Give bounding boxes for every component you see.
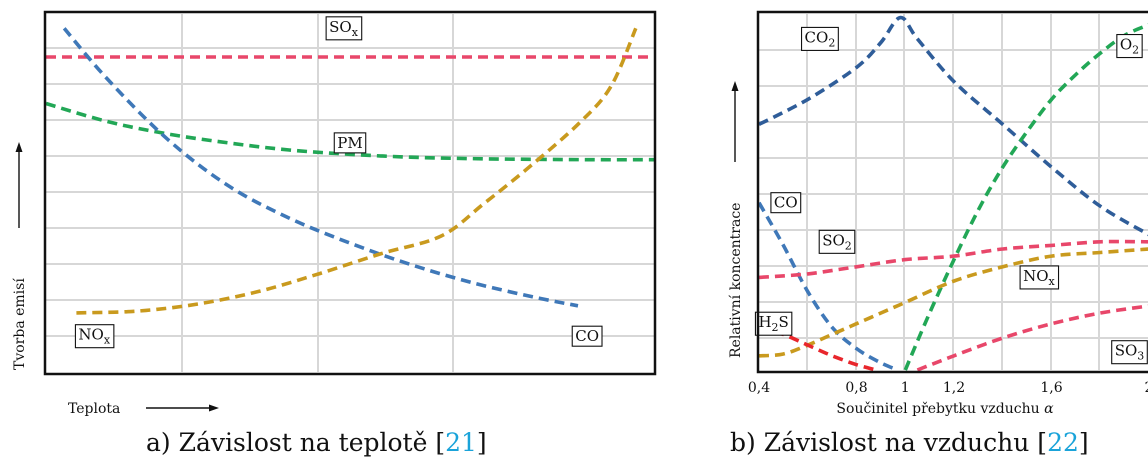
chart-a-series-nox	[76, 27, 638, 315]
chart-b-caption: b) Závislost na vzduchu [22]	[730, 428, 1089, 457]
chart-b-x-tick-1-6: 1,6	[1040, 380, 1062, 396]
chart-a-series-pm	[45, 101, 655, 162]
chart-a-annotation-nox-box	[74, 324, 115, 349]
chart-b-annotation-nox-label: NOx	[1023, 267, 1055, 288]
chart-a-annotation-nox-label: NOx	[78, 326, 110, 347]
chart-temperature: SOx PM NOx CO Tvorba emisí Teplota a) Závis…	[12, 10, 657, 457]
chart-b-annotation-co2-label: CO2	[805, 28, 836, 49]
chart-b-x-tick-1-2: 1,2	[943, 380, 965, 396]
chart-a-annotation-pm-label: PM	[337, 134, 362, 152]
chart-b-ylabel: Relativní koncentrace	[728, 203, 744, 358]
chart-b-series-co	[757, 201, 899, 372]
chart-b-annotation-o2-box	[1116, 33, 1143, 59]
chart-b-caption-close: ]	[1079, 428, 1089, 457]
chart-b-annotation-o2-label: O2	[1120, 36, 1139, 57]
chart-a-ylabel: Tvorba emisí	[12, 278, 28, 370]
chart-b-series-so2	[758, 239, 1148, 280]
chart-a-caption-close: ]	[477, 428, 487, 457]
chart-a-grid	[46, 14, 654, 372]
chart-b-annotation-h2s-label: H2S	[758, 313, 788, 334]
chart-a-annotation-pm-box	[333, 132, 367, 154]
chart-b-xlabel: Součinitel přebytku vzduchu α	[836, 401, 1054, 417]
chart-b-x-tick-1: 1	[901, 380, 910, 396]
chart-b-annotation-so2-box	[818, 229, 856, 254]
chart-a-xlabel: Teplota	[68, 401, 120, 417]
chart-b-x-ticks: 0,4 0,8 1 1,2 1,6 2	[748, 380, 1148, 396]
chart-b-annotation-so2-label: SO2	[822, 231, 852, 252]
chart-b-annotation-nox-box	[1019, 265, 1060, 290]
chart-a-caption-text: a) Závislost na teplotě [	[146, 428, 445, 457]
chart-a-annotation-sox-label: SOx	[329, 18, 359, 39]
chart-b-ylabel-arrowhead	[731, 81, 739, 91]
chart-b-xlabel-text: Součinitel přebytku vzduchu	[836, 401, 1044, 417]
chart-b-caption-ref[interactable]: 22	[1047, 428, 1079, 457]
chart-a-frame	[43, 10, 657, 376]
chart-b-annotation-co2-box	[800, 26, 839, 51]
chart-a-ylabel-arrowhead	[15, 142, 23, 152]
chart-b-series-co2	[758, 15, 1148, 237]
chart-air-excess: CO2 O2 CO SO2 NOx H2S SO3 0,4 0,8 1 1,2 1,6 2 Relat…	[728, 10, 1148, 457]
chart-a-caption-ref[interactable]: 21	[445, 428, 477, 457]
chart-b-annotation-co-label: CO	[774, 194, 798, 212]
chart-a-annotations: SOx PM NOx CO	[74, 16, 603, 349]
chart-b-series-o2	[903, 23, 1148, 371]
chart-a-annotation-sox-box	[325, 16, 363, 41]
chart-b-x-tick-2: 2	[1145, 380, 1148, 396]
chart-a-caption: a) Závislost na teplotě [21]	[146, 428, 487, 457]
chart-a-xlabel-arrowhead	[209, 404, 219, 412]
chart-b-annotation-so3-box	[1111, 340, 1148, 365]
chart-b-annotations: CO2 O2 CO SO2 NOx H2S SO3	[754, 26, 1148, 365]
chart-b-x-tick-0-4: 0,4	[748, 380, 770, 396]
chart-b-annotation-h2s-box	[754, 311, 793, 336]
chart-b-series-so3	[916, 304, 1148, 372]
chart-b-frame	[756, 10, 1148, 374]
chart-a-annotation-co-box	[571, 325, 603, 347]
chart-a-series-co	[62, 27, 579, 308]
chart-b-annotation-so3-label: SO3	[1115, 342, 1145, 363]
chart-a-curves	[45, 27, 655, 315]
chart-b-x-tick-0-8: 0,8	[845, 380, 867, 396]
chart-a-annotation-co-label: CO	[575, 327, 599, 345]
chart-b-annotation-co-box	[770, 192, 802, 214]
chart-b-caption-text: b) Závislost na vzduchu [	[730, 428, 1047, 457]
chart-b-xlabel-symbol: α	[1044, 401, 1054, 417]
